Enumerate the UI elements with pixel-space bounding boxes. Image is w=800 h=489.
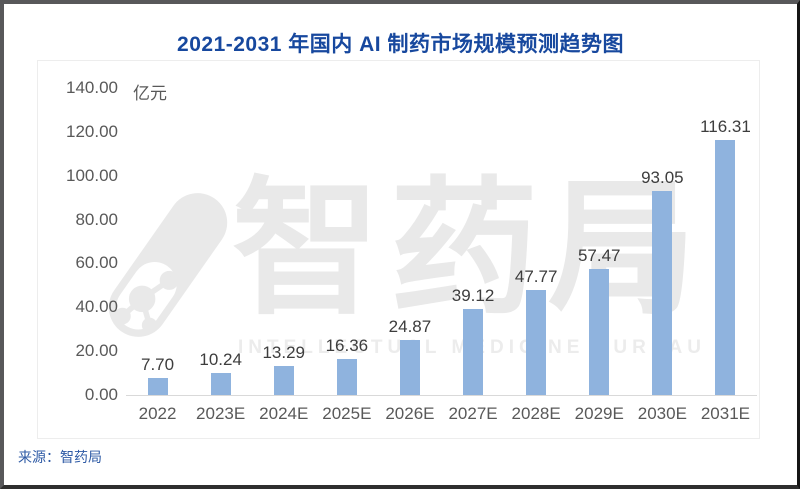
x-tick-label: 2025E bbox=[322, 404, 372, 423]
x-tick-label: 2022 bbox=[138, 404, 177, 423]
bar bbox=[652, 190, 673, 395]
axis-baseline bbox=[126, 395, 757, 396]
y-tick-label: 140.00 bbox=[66, 78, 118, 97]
bar-value-label: 10.24 bbox=[199, 349, 242, 369]
x-tick-label: 2031E bbox=[700, 404, 751, 423]
y-tick-label: 100.00 bbox=[66, 165, 118, 185]
y-tick-label: 120.00 bbox=[66, 121, 118, 141]
y-tick-label: 0.00 bbox=[84, 385, 118, 404]
y-tick-label: 60.00 bbox=[75, 253, 118, 273]
y-axis-unit-label: 亿元 bbox=[133, 84, 167, 103]
bar-value-label: 93.05 bbox=[641, 167, 684, 187]
x-tick-label: 2030E bbox=[637, 404, 687, 423]
chart-area-border bbox=[37, 60, 760, 439]
x-tick-label: 2027E bbox=[448, 404, 498, 423]
source-label: 来源：智药局 bbox=[18, 449, 102, 465]
bar-value-label: 7.70 bbox=[141, 355, 175, 375]
bar-value-label: 116.31 bbox=[700, 116, 751, 136]
x-tick-label: 2029E bbox=[574, 404, 624, 423]
bar-value-label: 24.87 bbox=[388, 317, 432, 337]
pill-molecule-icon bbox=[108, 193, 228, 337]
watermark: 智药局 INTELLECTUAL MEDICINE BUREAU bbox=[4, 4, 797, 485]
bar bbox=[147, 378, 168, 395]
x-tick-label: 2023E bbox=[196, 404, 246, 423]
bar bbox=[715, 139, 736, 395]
bar-value-label: 57.47 bbox=[577, 245, 621, 265]
bar-value-label: 39.12 bbox=[451, 286, 495, 306]
bar bbox=[399, 340, 420, 395]
watermark-cn-text: 智药局 bbox=[232, 167, 706, 332]
bar bbox=[589, 268, 610, 395]
y-tick-label: 20.00 bbox=[75, 341, 118, 361]
chart-title: 2021-2031 年国内 AI 制药市场规模预测趋势图 bbox=[177, 33, 624, 56]
x-tick-label: 2028E bbox=[511, 404, 561, 423]
bar bbox=[210, 372, 231, 395]
bar bbox=[273, 365, 294, 395]
x-tick-label: 2026E bbox=[385, 404, 435, 423]
bar bbox=[336, 359, 357, 395]
bar-value-label: 16.36 bbox=[325, 336, 369, 356]
y-tick-label: 40.00 bbox=[75, 297, 118, 317]
bar-value-label: 13.29 bbox=[262, 342, 306, 362]
bar bbox=[526, 290, 547, 395]
y-tick-label: 80.00 bbox=[75, 209, 118, 229]
x-tick-label: 2024E bbox=[259, 404, 309, 423]
bar-value-label: 47.77 bbox=[514, 267, 558, 287]
bar bbox=[463, 309, 484, 395]
